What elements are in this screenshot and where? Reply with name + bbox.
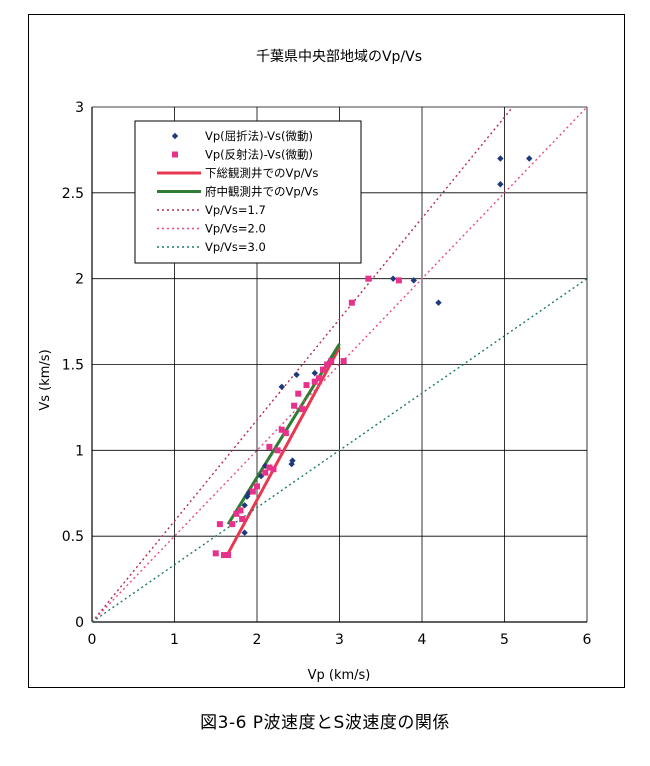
legend: Vp(屈折法)-Vs(微動) Vp(反射法)-Vs(微動) 下総観測井でのVp/Vs… — [134, 120, 362, 264]
data-point-diamond — [241, 529, 248, 536]
data-point-square — [328, 358, 335, 365]
data-point-diamond — [241, 502, 248, 509]
series-line — [91, 106, 514, 623]
data-point-square — [221, 552, 227, 559]
data-point-square — [324, 361, 331, 368]
data-point-diamond — [435, 299, 442, 306]
data-point-square — [395, 277, 402, 284]
y-tick-label: 1.5 — [62, 358, 84, 374]
legend-marker-square — [172, 151, 178, 158]
data-point-diamond — [410, 277, 417, 284]
data-point-square — [291, 402, 298, 409]
data-point-diamond — [262, 462, 269, 469]
tick-labels: 0 1 2 3 4 5 6 0 0.5 1 1.5 2 2.5 3 — [62, 100, 592, 648]
x-tick-label: 3 — [335, 632, 344, 648]
x-tick-label: 2 — [253, 632, 262, 648]
data-point-square — [303, 382, 310, 389]
series-line — [91, 278, 588, 623]
y-tick-label: 1 — [75, 443, 84, 459]
data-point-square — [254, 483, 260, 490]
data-point-square — [311, 378, 318, 385]
data-point-diamond — [497, 181, 504, 188]
data-point-diamond — [245, 490, 252, 497]
data-point-square — [315, 375, 322, 382]
data-point-diamond — [289, 457, 296, 464]
data-point-square — [225, 552, 232, 559]
series-line — [91, 106, 588, 623]
x-tick-label: 4 — [418, 632, 427, 648]
legend-label: Vp/Vs=3.0 — [205, 240, 266, 254]
legend-marker-diamond — [171, 132, 179, 140]
data-point-square — [365, 275, 372, 282]
y-tick-label: 0.5 — [62, 529, 84, 545]
legend-label: Vp/Vs=2.0 — [205, 222, 266, 236]
data-point-square — [212, 550, 219, 557]
data-point-square — [282, 430, 289, 437]
data-point-square — [262, 469, 269, 476]
data-point-diamond — [293, 371, 300, 378]
data-point-square — [239, 516, 246, 522]
data-point-square — [340, 358, 347, 365]
data-point-square — [274, 447, 281, 454]
chart: 千葉県中央部地域のVp/Vs 0 1 2 3 4 5 6 0 0.5 1 1.5 2 2.5 3 Vp (… — [38, 49, 592, 683]
data-points — [212, 155, 533, 559]
legend-label: 府中観測井でのVp/Vs — [205, 185, 318, 199]
chart-title: 千葉県中央部地域のVp/Vs — [256, 49, 422, 65]
legend-label: Vp(反射法)-Vs(微動) — [205, 148, 313, 162]
legend-label: Vp(屈折法)-Vs(微動) — [205, 129, 313, 143]
y-tick-label: 2 — [75, 272, 84, 288]
data-point-square — [270, 466, 277, 473]
data-point-diamond — [257, 472, 265, 480]
data-point-square — [249, 488, 256, 495]
data-point-square — [237, 507, 244, 514]
data-point-square — [348, 299, 355, 306]
data-point-square — [229, 521, 236, 528]
y-axis-label: Vs (km/s) — [38, 349, 53, 410]
x-tick-label: 0 — [88, 632, 97, 648]
x-axis-label: Vp (km/s) — [308, 668, 371, 683]
x-tick-label: 5 — [500, 632, 509, 648]
data-point-diamond — [311, 369, 318, 377]
figure-caption: 図3-6 P波速度とS波速度の関係 — [200, 713, 450, 733]
legend-label: 下総観測井でのVp/Vs — [205, 166, 318, 180]
data-point-square — [216, 521, 223, 528]
series-line — [226, 346, 341, 555]
data-point-square — [233, 510, 240, 517]
data-point-diamond — [389, 275, 397, 282]
data-point-diamond — [526, 155, 533, 162]
x-tick-label: 1 — [170, 632, 179, 648]
data-point-square — [299, 406, 306, 413]
y-tick-label: 3 — [75, 100, 84, 116]
data-point-square — [266, 443, 273, 450]
data-point-square — [278, 426, 285, 433]
y-tick-label: 0 — [75, 615, 84, 631]
figure-frame: 千葉県中央部地域のVp/Vs 0 1 2 3 4 5 6 0 0.5 1 1.5 2 2.5 3 Vp (… — [28, 14, 625, 688]
data-point-square — [320, 366, 326, 373]
y-tick-label: 2.5 — [62, 186, 84, 202]
x-tick-label: 6 — [583, 632, 592, 648]
data-point-diamond — [278, 383, 285, 391]
data-point-diamond — [497, 155, 504, 162]
legend-label: Vp/Vs=1.7 — [205, 203, 266, 217]
data-point-square — [266, 464, 273, 471]
data-point-square — [295, 390, 302, 397]
